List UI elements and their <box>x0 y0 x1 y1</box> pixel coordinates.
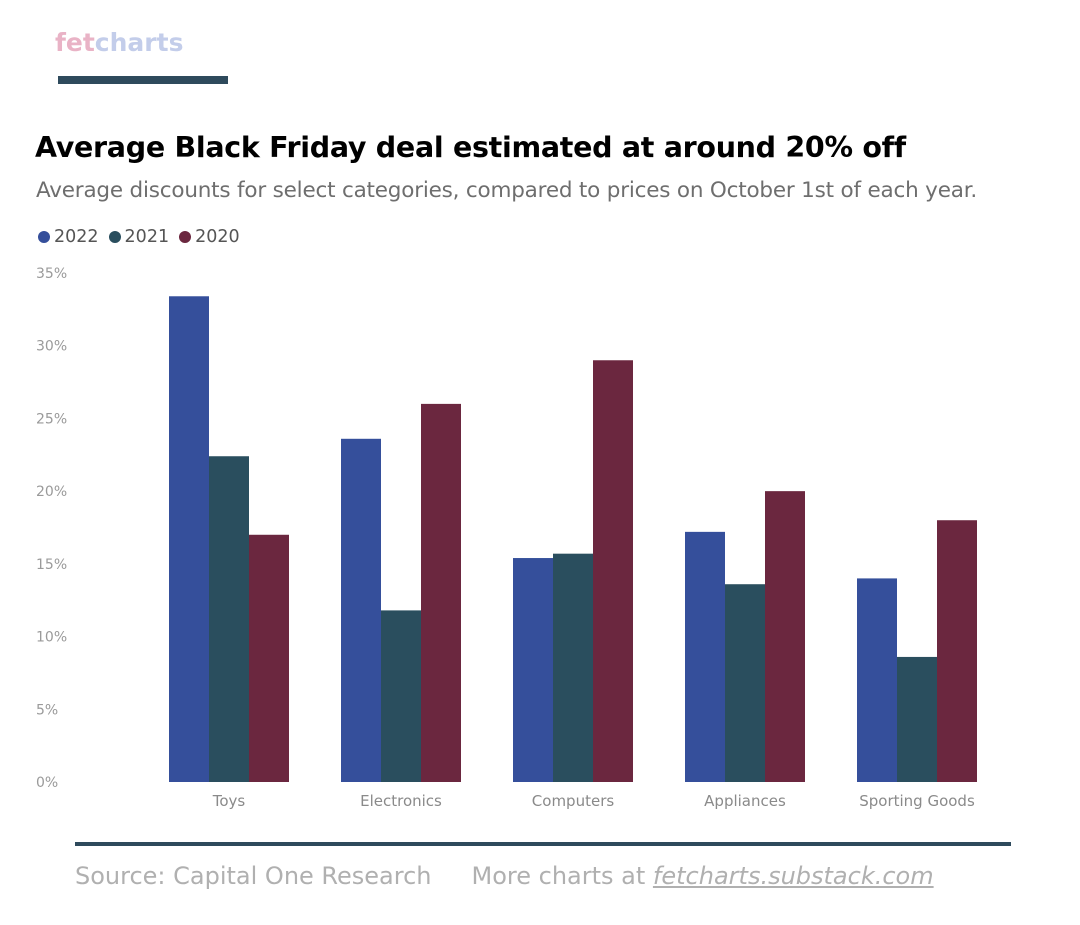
legend-swatch-2022 <box>38 231 50 243</box>
bar-2020-sporting-goods <box>937 520 977 782</box>
bar-2022-sporting-goods <box>857 578 897 782</box>
brand-logo: fetcharts <box>55 30 183 55</box>
footer: Source: Capital One Research More charts … <box>75 862 934 890</box>
logo-part-b: charts <box>94 28 184 57</box>
bar-2022-appliances <box>685 531 725 782</box>
y-tick-label: 25% <box>36 411 67 427</box>
y-tick-label: 30% <box>36 339 67 355</box>
bar-2020-computers <box>593 360 633 782</box>
legend-swatch-2021 <box>108 231 121 243</box>
bar-2020-toys <box>249 534 289 782</box>
y-tick-label: 0% <box>36 775 58 791</box>
x-tick-label: Toys <box>212 792 246 810</box>
y-tick-label: 10% <box>36 630 67 646</box>
bar-2022-toys <box>169 296 209 782</box>
chart-title: Average Black Friday deal estimated at a… <box>35 131 906 164</box>
logo-part-a: fet <box>55 28 95 57</box>
y-tick-label: 15% <box>36 557 67 573</box>
y-tick-label: 20% <box>36 484 67 500</box>
legend-item-2022: 2022 <box>38 227 99 247</box>
bar-2022-electronics <box>341 438 381 782</box>
chart-subtitle: Average discounts for select categories,… <box>36 178 977 203</box>
footer-divider <box>75 842 1011 846</box>
more-charts-link[interactable]: fetcharts.substack.com <box>652 862 934 890</box>
legend-item-2021: 2021 <box>108 227 170 247</box>
bar-2021-computers <box>553 553 593 782</box>
x-tick-label: Computers <box>532 792 615 810</box>
more-charts-prefix: More charts at <box>471 862 653 890</box>
legend-label-2021: 2021 <box>124 227 170 247</box>
logo-underline <box>58 76 228 84</box>
legend-label-2022: 2022 <box>54 227 99 247</box>
y-tick-label: 35% <box>36 266 67 282</box>
legend-item-2020: 2020 <box>179 227 240 247</box>
bar-2020-appliances <box>765 491 805 782</box>
bar-2021-electronics <box>381 610 421 782</box>
x-tick-label: Electronics <box>360 792 442 810</box>
chart-legend: 2022 2021 2020 <box>38 227 250 247</box>
legend-label-2020: 2020 <box>195 227 240 247</box>
bar-2021-appliances <box>725 584 765 782</box>
x-tick-label: Sporting Goods <box>859 792 975 810</box>
legend-swatch-2020 <box>179 231 192 243</box>
source-note: Source: Capital One Research <box>75 862 432 890</box>
bar-chart: 0% 5% 10% 15% 20% 25% 30% 35% Toys Electronics Com… <box>36 266 977 810</box>
bar-2021-sporting-goods <box>897 656 937 782</box>
x-tick-label: Appliances <box>704 792 786 810</box>
bar-2020-electronics <box>421 403 461 782</box>
bar-2021-toys <box>209 456 249 782</box>
bar-2022-computers <box>513 558 553 782</box>
y-tick-label: 5% <box>36 702 58 718</box>
